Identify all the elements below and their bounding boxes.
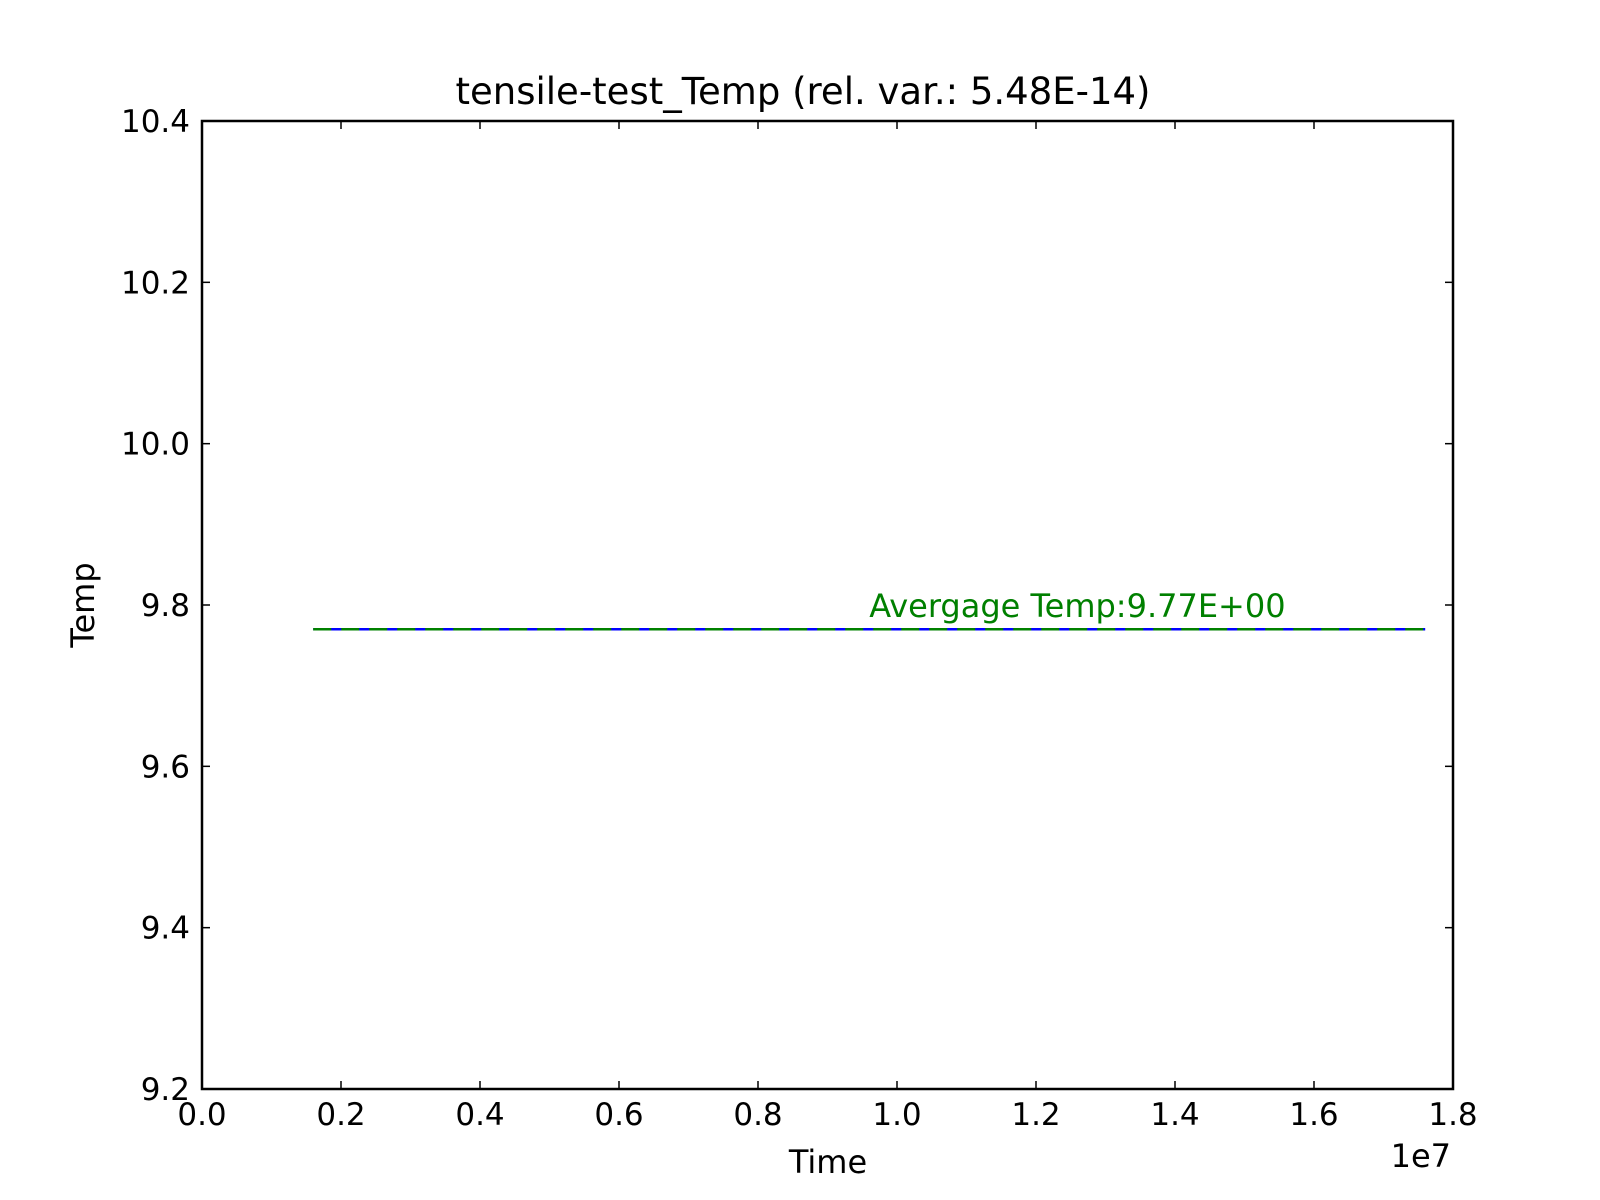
plot-background [202, 121, 1453, 1089]
plot-area: Avergage Temp:9.77E+00 [200, 119, 1455, 1091]
y-tick-label: 10.0 [121, 427, 190, 463]
x-tick-label: 1.8 [1428, 1097, 1477, 1133]
chart-title: tensile-test_Temp (rel. var.: 5.48E-14) [456, 70, 1151, 113]
average-annotation: Avergage Temp:9.77E+00 [869, 587, 1285, 625]
y-tick-label: 9.8 [141, 588, 190, 624]
x-tick-label: 1.2 [1011, 1097, 1060, 1133]
y-tick-label: 10.4 [121, 104, 190, 140]
x-tick-label: 0.6 [594, 1097, 643, 1133]
data-layer: Avergage Temp:9.77E+00 [313, 587, 1426, 631]
x-tick-label: 0.2 [316, 1097, 365, 1133]
y-axis-label: Temp [64, 562, 102, 648]
y-tick-label: 9.4 [141, 911, 190, 947]
y-tick-label: 9.2 [141, 1072, 190, 1108]
x-tick-label: 0.8 [733, 1097, 782, 1133]
x-tick-label: 1.0 [872, 1097, 921, 1133]
x-tick-label: 1.4 [1150, 1097, 1199, 1133]
x-axis-offset-label: 1e7 [1391, 1137, 1451, 1175]
x-axis-label: Time [788, 1143, 867, 1181]
x-tick-label: 1.6 [1289, 1097, 1338, 1133]
y-tick-label: 9.6 [141, 749, 190, 785]
x-tick-label: 0.0 [177, 1097, 226, 1133]
x-tick-label: 0.4 [455, 1097, 504, 1133]
y-tick-label: 10.2 [121, 265, 190, 301]
x-axis: 0.0 0.2 0.4 0.6 0.8 1.0 1.2 1.4 1.6 1.8 [177, 121, 1478, 1133]
y-axis: 9.2 9.4 9.6 9.8 10.0 10.2 10.4 [121, 104, 1453, 1108]
